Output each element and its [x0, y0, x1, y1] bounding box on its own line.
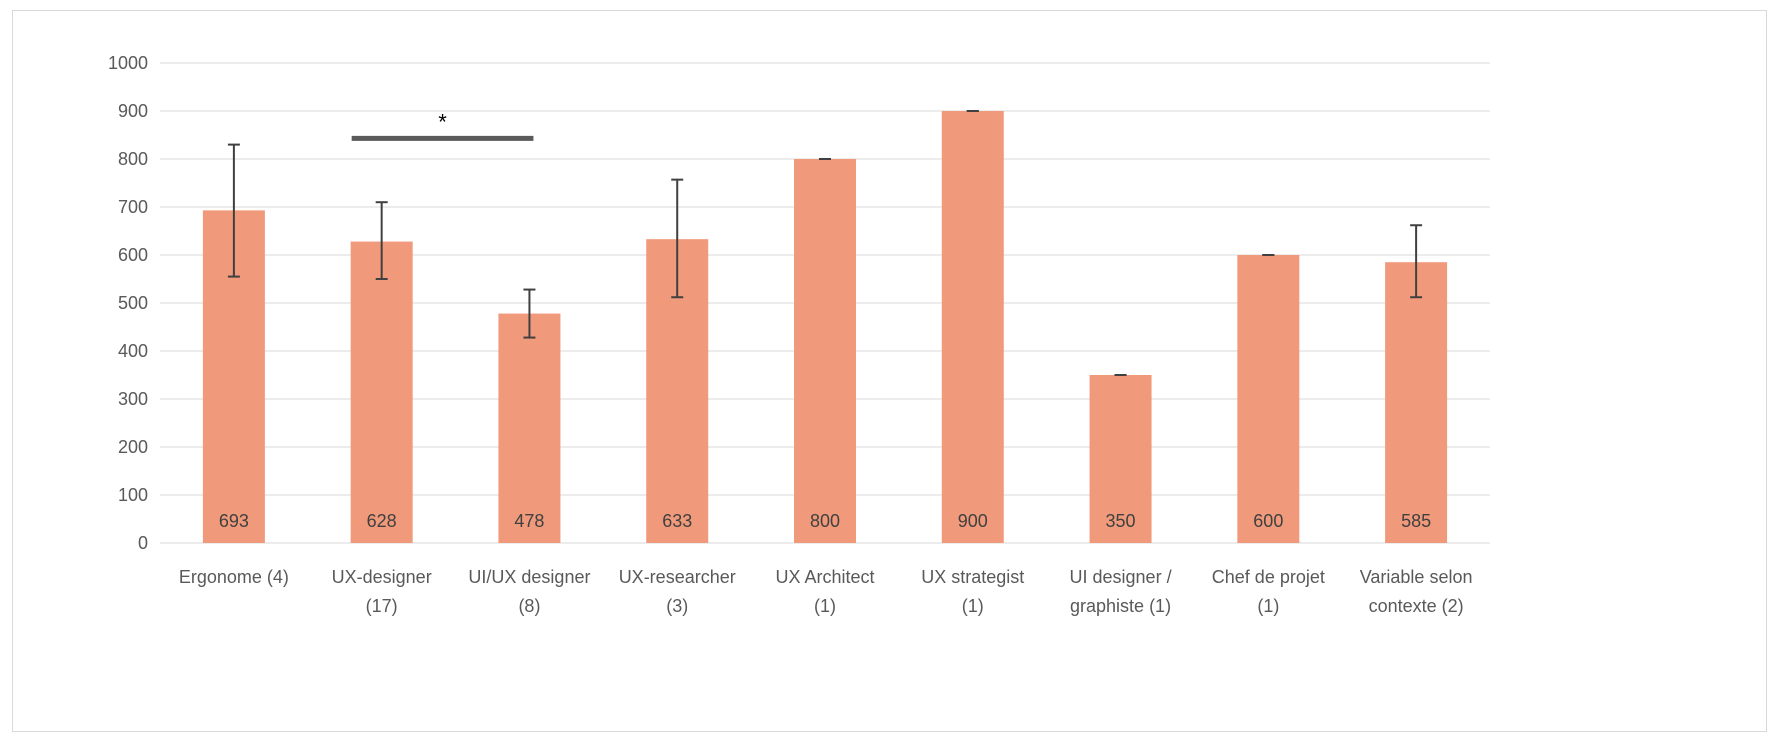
x-tick-label: UX strategist: [921, 567, 1024, 587]
y-tick-label: 900: [118, 101, 148, 121]
y-tick-label: 700: [118, 197, 148, 217]
x-tick-label: Chef de projet: [1212, 567, 1325, 587]
bar: [941, 111, 1004, 543]
bar: [1237, 255, 1300, 543]
x-tick-label: UX Architect: [775, 567, 874, 587]
x-tick-label: (1): [814, 596, 836, 616]
chart-frame: [12, 10, 1767, 732]
y-tick-label: 600: [118, 245, 148, 265]
bar: [350, 241, 413, 543]
x-tick-label: (3): [666, 596, 688, 616]
data-label: 478: [514, 511, 544, 531]
data-label: 693: [219, 511, 249, 531]
x-tick-label: (17): [366, 596, 398, 616]
y-tick-label: 200: [118, 437, 148, 457]
x-tick-label: UX-researcher: [619, 567, 736, 587]
x-tick-label: Variable selon: [1360, 567, 1473, 587]
bar: [1089, 375, 1152, 543]
bar: [498, 313, 561, 543]
x-tick-label: UX-designer: [332, 567, 432, 587]
x-tick-label: UI/UX designer: [468, 567, 590, 587]
bar: [794, 159, 856, 543]
y-tick-label: 500: [118, 293, 148, 313]
x-tick-label: contexte (2): [1369, 596, 1464, 616]
x-tick-label: (1): [962, 596, 984, 616]
y-tick-label: 100: [118, 485, 148, 505]
bar: [1385, 262, 1448, 543]
data-label: 633: [662, 511, 692, 531]
x-tick-label: UI designer /: [1070, 567, 1172, 587]
data-label: 585: [1401, 511, 1431, 531]
y-tick-label: 1000: [108, 53, 148, 73]
y-tick-label: 300: [118, 389, 148, 409]
x-tick-label: (8): [518, 596, 540, 616]
data-label: 600: [1253, 511, 1283, 531]
data-label: 350: [1106, 511, 1136, 531]
data-label: 900: [958, 511, 988, 531]
significance-label: *: [438, 109, 447, 134]
y-tick-label: 800: [118, 149, 148, 169]
data-label: 628: [367, 511, 397, 531]
x-tick-label: Ergonome (4): [179, 567, 289, 587]
data-label: 800: [810, 511, 840, 531]
y-tick-label: 400: [118, 341, 148, 361]
x-tick-label: graphiste (1): [1070, 596, 1171, 616]
y-tick-label: 0: [138, 533, 148, 553]
x-tick-label: (1): [1257, 596, 1279, 616]
